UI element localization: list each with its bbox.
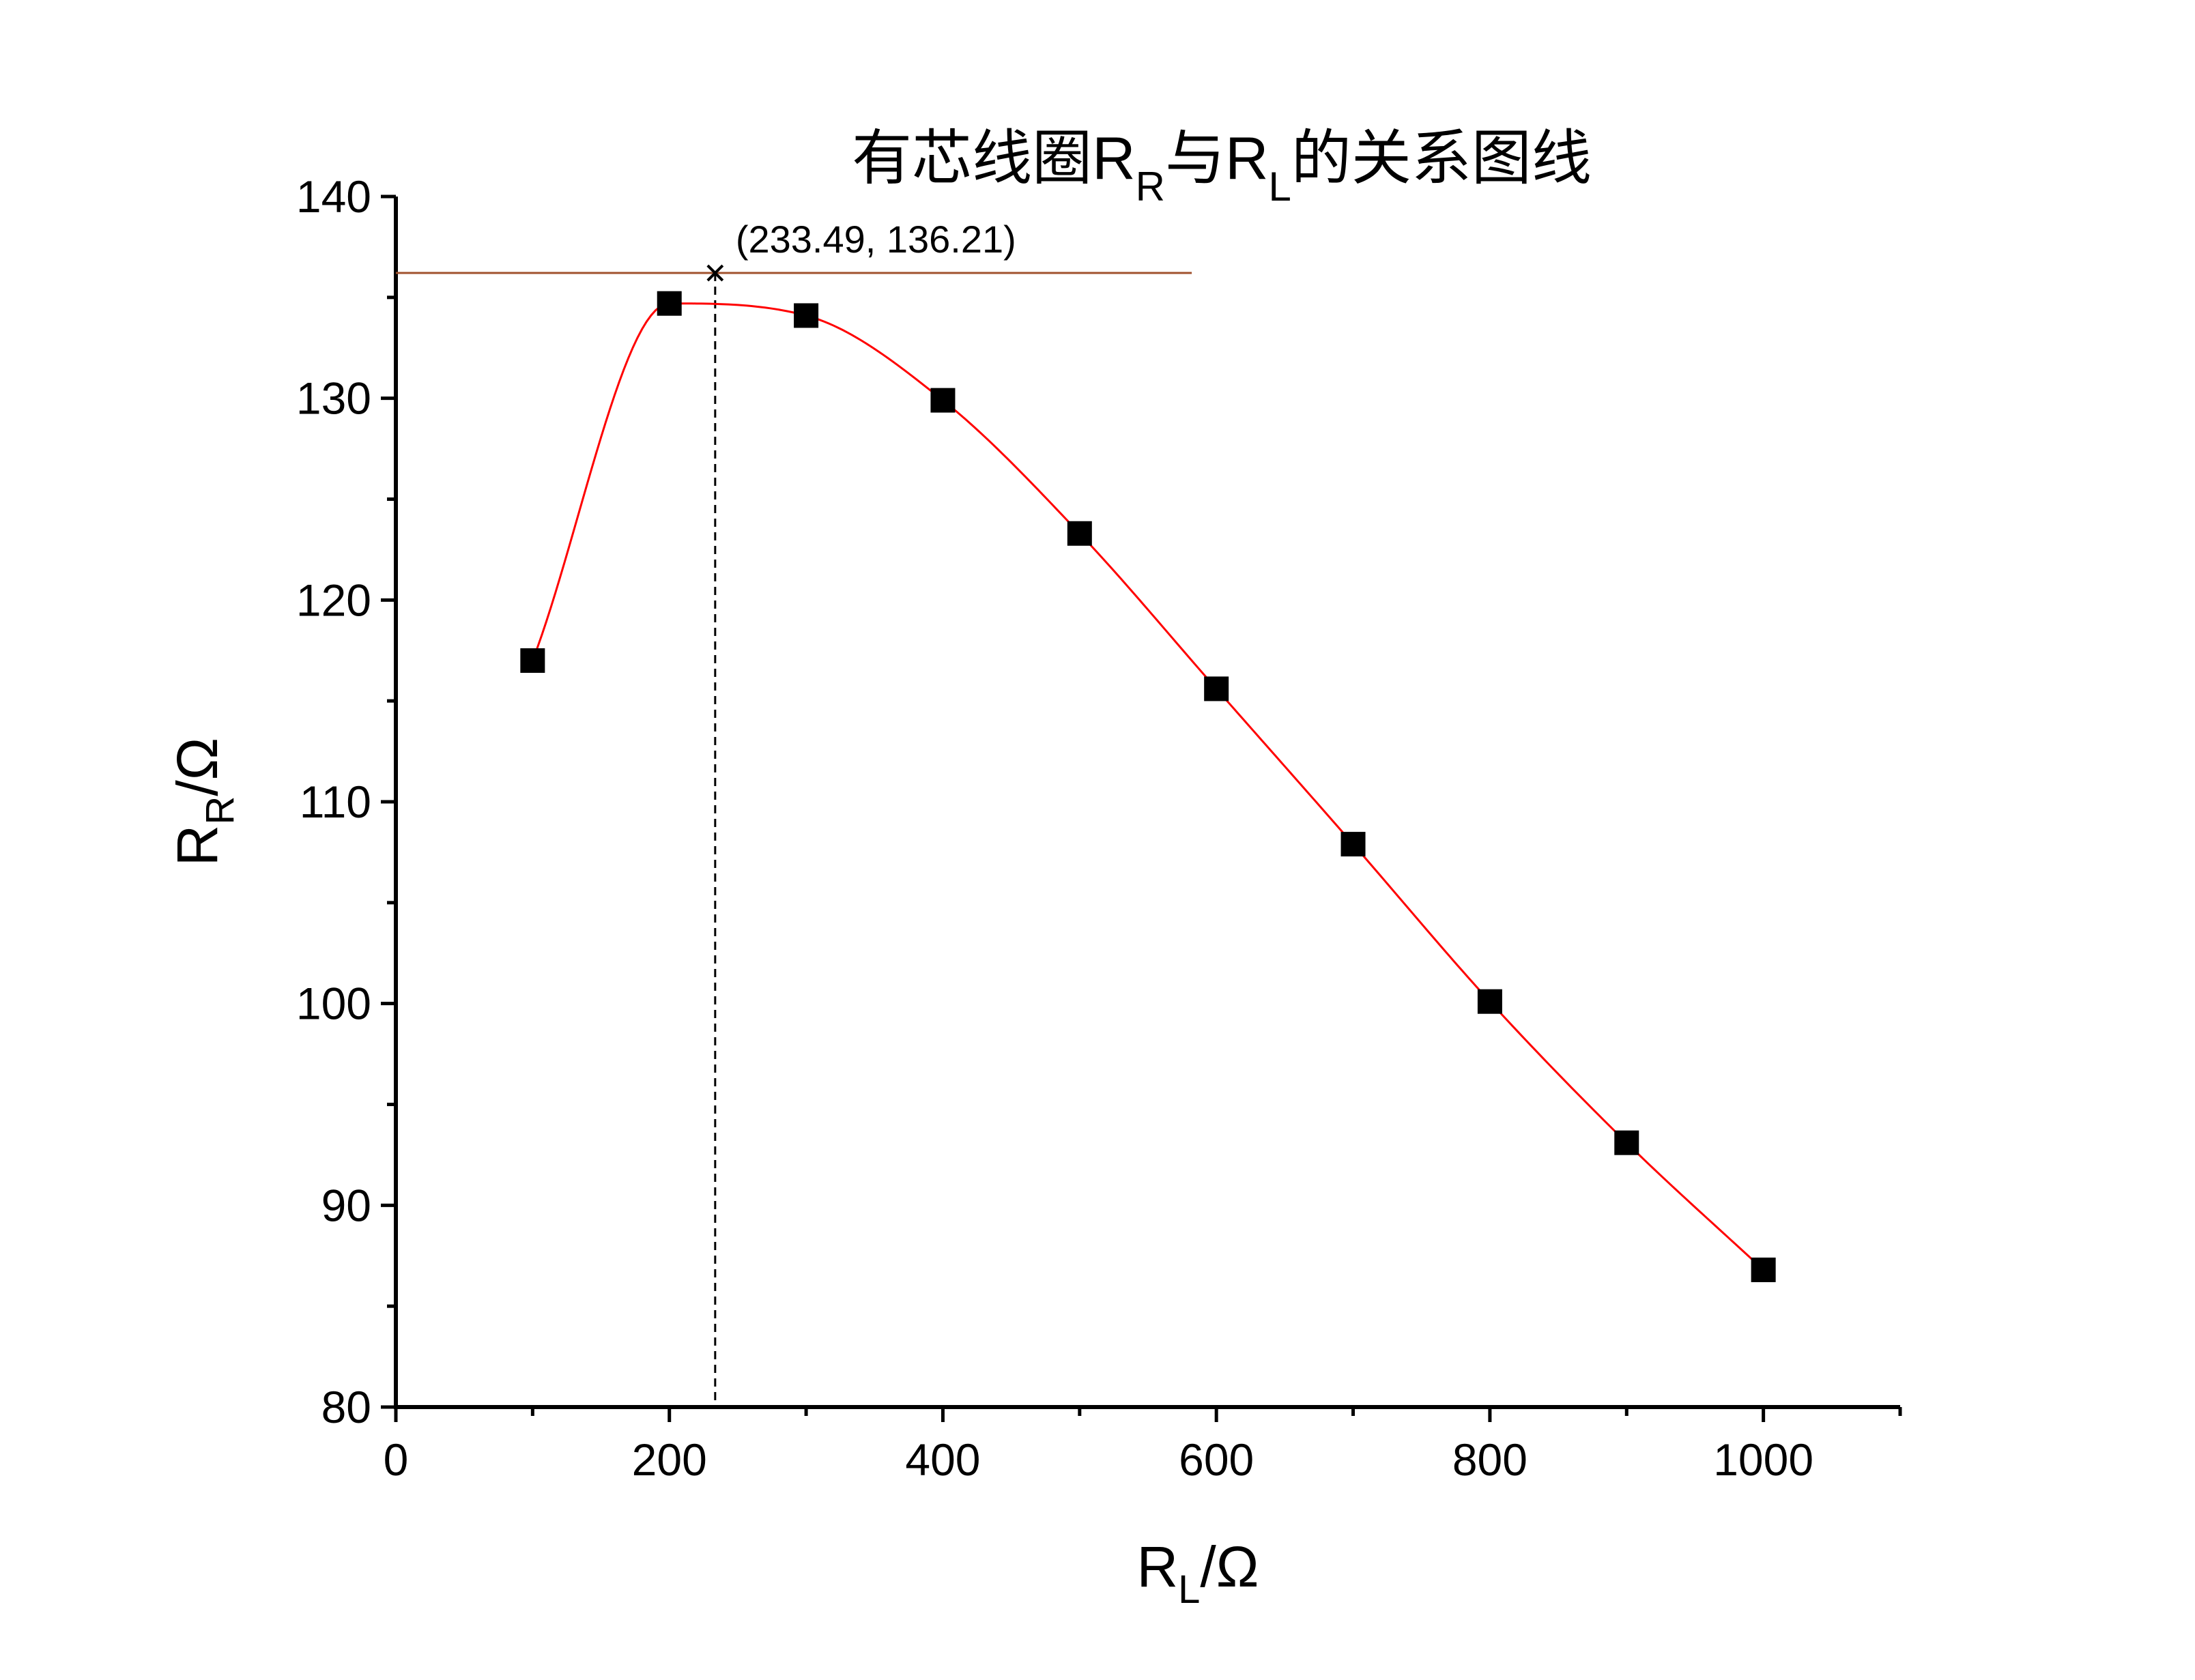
data-point [930,388,956,413]
data-point [1340,832,1366,857]
title-suffix: 的关系图线 [1291,124,1592,192]
y-ticks: 80 90 100 110 120 130 140 [296,171,396,1432]
data-point [657,291,682,316]
x-axis-title-unit: /Ω [1200,1535,1259,1599]
y-tick-label: 120 [296,575,371,625]
y-axis-title-unit: /Ω [165,738,229,796]
data-point [1067,521,1092,546]
data-markers [520,291,1776,1282]
title-sub-1: R [1136,164,1165,209]
x-tick-label: 1000 [1713,1434,1813,1485]
x-tick-label: 800 [1452,1434,1527,1485]
data-point [1477,989,1502,1014]
fit-curve [531,302,1764,1271]
x-axis-title: RL/Ω [1136,1535,1259,1612]
y-tick-label: 80 [321,1382,371,1432]
y-tick-label: 90 [321,1180,371,1230]
x-tick-label: 0 [384,1434,409,1485]
peak-cross-marker [706,264,724,282]
peak-annotation: (233.49, 136.21) [396,218,1192,1407]
data-point [1614,1130,1639,1155]
title-sub-2: L [1269,164,1291,209]
x-axis-title-sub: L [1178,1567,1200,1612]
x-tick-label: 400 [905,1434,980,1485]
y-tick-label: 130 [296,373,371,424]
x-axis-title-main: R [1136,1535,1178,1599]
x-ticks: 0 200 400 600 800 1000 [384,1407,1902,1485]
data-point [794,303,819,328]
y-axis-title-main: R [165,825,229,867]
y-axis-title: RR/Ω [165,738,242,867]
y-tick-label: 110 [300,777,371,827]
y-axis-title-sub: R [198,796,242,825]
x-tick-label: 600 [1179,1434,1254,1485]
title-prefix: 有芯线圈R [852,124,1136,192]
chart-title: 有芯线圈RR与RL的关系图线 [852,124,1592,209]
data-point [520,648,545,674]
fit-curve-path [531,302,1764,1271]
title-middle: 与R [1165,124,1269,192]
y-tick-label: 140 [296,171,371,222]
data-point [1204,676,1229,701]
x-tick-label: 200 [632,1434,707,1485]
data-point [1751,1257,1776,1282]
y-tick-label: 100 [296,979,371,1029]
peak-annotation-label: (233.49, 136.21) [736,218,1016,261]
